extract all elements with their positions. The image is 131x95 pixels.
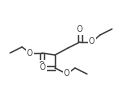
Text: O: O [27,49,33,57]
Text: O: O [89,38,95,46]
Text: O: O [40,63,46,72]
Text: O: O [39,61,45,70]
Text: O: O [77,25,83,34]
Text: O: O [64,70,70,78]
